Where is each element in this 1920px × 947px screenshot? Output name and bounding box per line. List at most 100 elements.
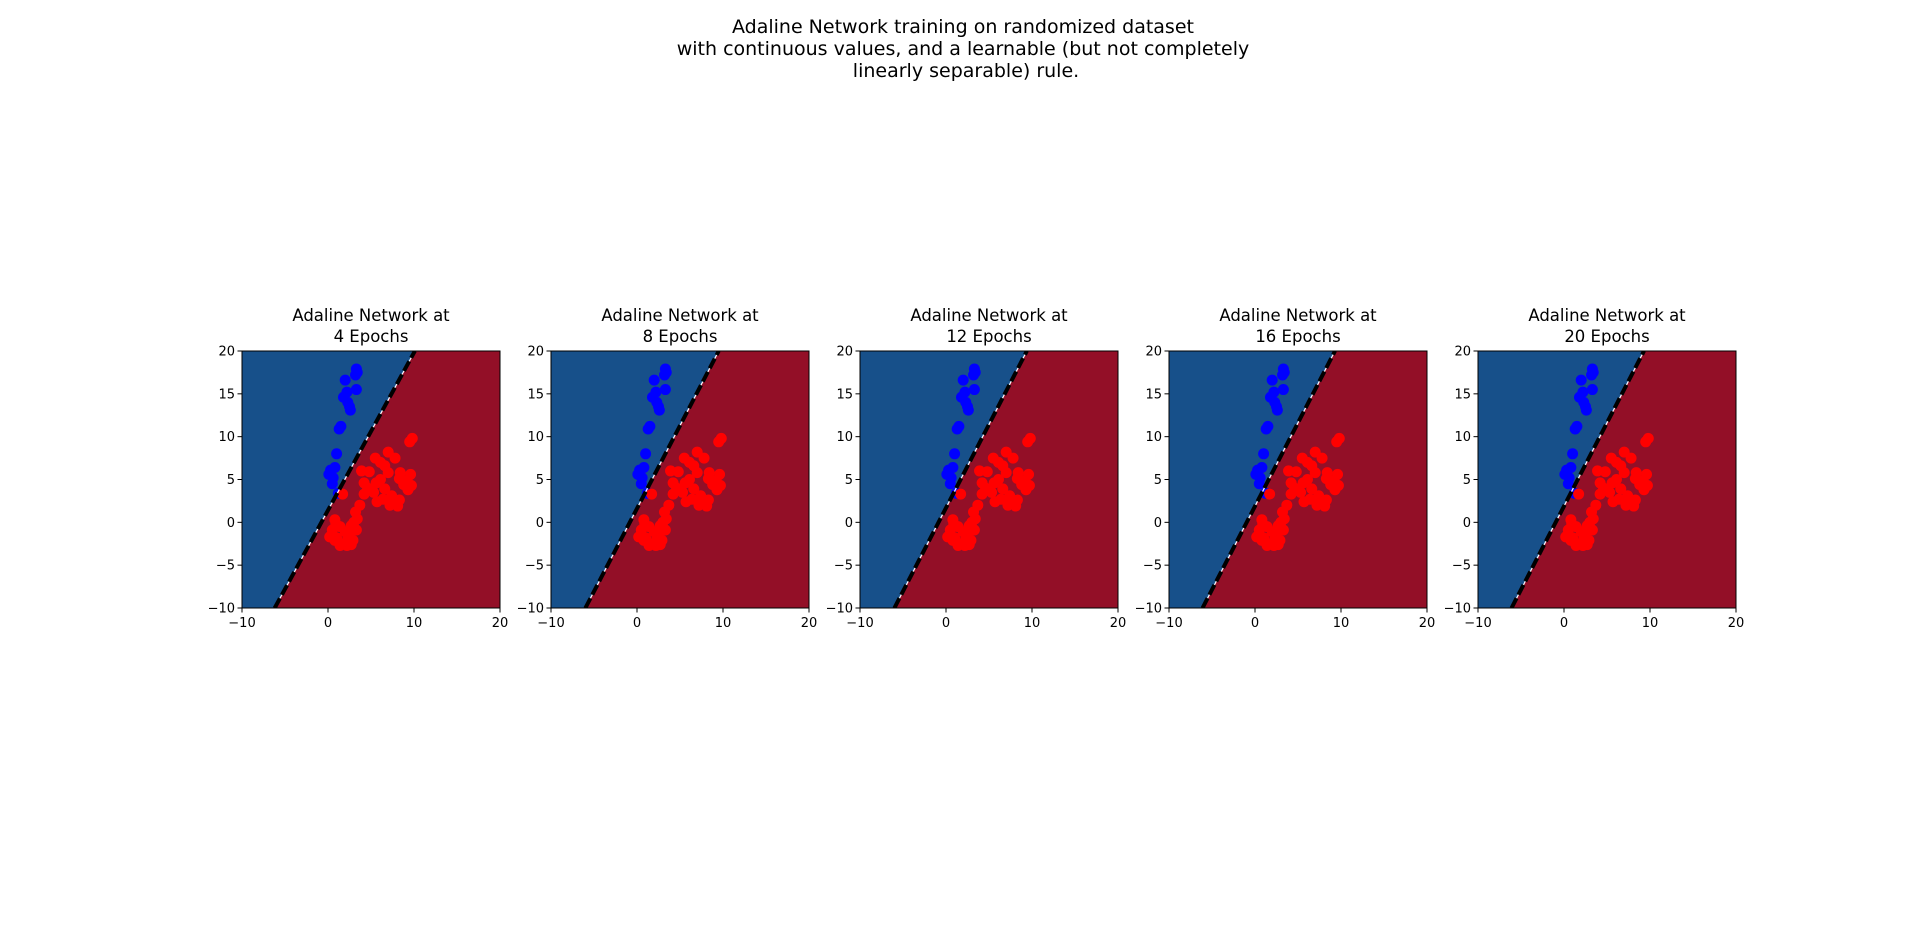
data-point-positive [1329, 484, 1341, 496]
data-point-positive [1607, 496, 1619, 508]
data-point-negative [333, 423, 345, 435]
data-point-positive [986, 486, 998, 498]
y-tick-label: 20 [218, 345, 235, 360]
subplot-title-line: 16 Epochs [1255, 327, 1340, 346]
data-point-negative [1567, 448, 1579, 460]
subplot-title-line: Adaline Network at [601, 306, 759, 325]
x-tick-label: 10 [1024, 616, 1041, 631]
y-tick-label: 0 [845, 516, 853, 531]
subplot-title: Adaline Network at 8 Epochs [601, 306, 759, 346]
y-tick-label: 15 [218, 387, 235, 402]
subplot-title-line: Adaline Network at [292, 306, 450, 325]
x-tick-label: 10 [715, 616, 732, 631]
x-tick-label: 20 [1110, 616, 1127, 631]
y-tick-label: −10 [1135, 602, 1162, 617]
data-point-positive [1298, 496, 1310, 508]
data-point-positive [680, 496, 692, 508]
data-point-negative [339, 374, 351, 386]
y-tick-label: 15 [1145, 387, 1162, 402]
data-point-negative [344, 404, 356, 416]
x-tick-label: 10 [1642, 616, 1659, 631]
x-tick-label: 20 [492, 616, 509, 631]
plot-area [242, 351, 500, 608]
data-point-negative [635, 478, 647, 490]
data-point-positive [1316, 452, 1328, 464]
data-point-positive [1309, 467, 1321, 479]
x-tick-label: 0 [1251, 616, 1259, 631]
data-point-negative [1266, 374, 1278, 386]
y-tick-label: 10 [527, 430, 544, 445]
y-tick-label: 10 [218, 430, 235, 445]
suptitle-line-2: with continuous values, and a learnable … [677, 38, 1250, 60]
data-point-positive [382, 467, 394, 479]
x-tick-label: 20 [1419, 616, 1436, 631]
x-tick-label: 10 [406, 616, 423, 631]
data-point-positive [389, 452, 401, 464]
y-tick-label: 15 [527, 387, 544, 402]
data-point-negative [1580, 404, 1592, 416]
subplot-title: Adaline Network at 12 Epochs [910, 306, 1068, 346]
plot-area [1478, 351, 1736, 608]
data-point-positive [1604, 486, 1616, 498]
y-tick-label: −5 [216, 559, 235, 574]
x-tick-label: −10 [846, 616, 873, 631]
data-point-positive [672, 466, 684, 478]
x-tick-label: 0 [1560, 616, 1568, 631]
data-point-positive [1295, 486, 1307, 498]
subplot-title: Adaline Network at 20 Epochs [1528, 306, 1686, 346]
data-point-positive [337, 488, 349, 500]
y-tick-label: 5 [1463, 473, 1471, 488]
x-tick-label: 0 [324, 616, 332, 631]
decision-boundary-line [272, 351, 417, 608]
data-point-positive [976, 488, 988, 500]
data-point-negative [968, 384, 980, 396]
data-point-positive [1297, 477, 1309, 489]
data-point-positive [1577, 539, 1589, 551]
subplot-1: −10 0 10 20 −10 −5 0 5 10 15 20 Adaline Network at 4… [208, 306, 509, 631]
subplot-title-line: 20 Epochs [1564, 327, 1649, 346]
data-point-negative [642, 423, 654, 435]
data-point-negative [1569, 423, 1581, 435]
x-tick-label: 20 [801, 616, 818, 631]
data-point-positive [402, 484, 414, 496]
x-tick-label: −10 [228, 616, 255, 631]
data-point-negative [350, 384, 362, 396]
y-tick-label: −5 [525, 559, 544, 574]
data-point-positive [667, 488, 679, 500]
data-point-positive [677, 486, 689, 498]
data-point-positive [371, 496, 383, 508]
y-tick-label: 20 [1145, 345, 1162, 360]
data-point-negative [968, 369, 980, 381]
data-point-positive [1573, 488, 1585, 500]
data-point-negative [326, 478, 338, 490]
data-point-positive [959, 539, 971, 551]
data-point-positive [1022, 436, 1034, 448]
data-point-positive [1606, 477, 1618, 489]
data-point-negative [944, 478, 956, 490]
data-point-negative [1586, 369, 1598, 381]
y-tick-label: 5 [845, 473, 853, 488]
x-tick-label: −10 [1155, 616, 1182, 631]
data-point-positive [679, 477, 691, 489]
plot-area [551, 351, 809, 608]
suptitle-line-1: Adaline Network training on randomized d… [732, 16, 1194, 38]
y-tick-label: −5 [834, 559, 853, 574]
data-point-positive [1319, 500, 1331, 512]
subplot-title-line: 12 Epochs [946, 327, 1031, 346]
data-point-negative [659, 369, 671, 381]
data-point-positive [379, 483, 391, 495]
data-point-positive [955, 488, 967, 500]
data-point-positive [698, 452, 710, 464]
y-tick-label: 0 [1154, 516, 1162, 531]
figure-suptitle: Adaline Network training on randomized d… [677, 16, 1256, 82]
data-point-negative [1575, 374, 1587, 386]
data-point-positive [688, 483, 700, 495]
subplot-title: Adaline Network at 16 Epochs [1219, 306, 1377, 346]
y-tick-label: 5 [1154, 473, 1162, 488]
data-point-negative [659, 384, 671, 396]
data-point-positive [1285, 488, 1297, 500]
subplot-title-line: Adaline Network at [1528, 306, 1686, 325]
y-tick-label: 10 [836, 430, 853, 445]
subplot-title-line: 8 Epochs [643, 327, 718, 346]
subplot-title-line: Adaline Network at [910, 306, 1068, 325]
